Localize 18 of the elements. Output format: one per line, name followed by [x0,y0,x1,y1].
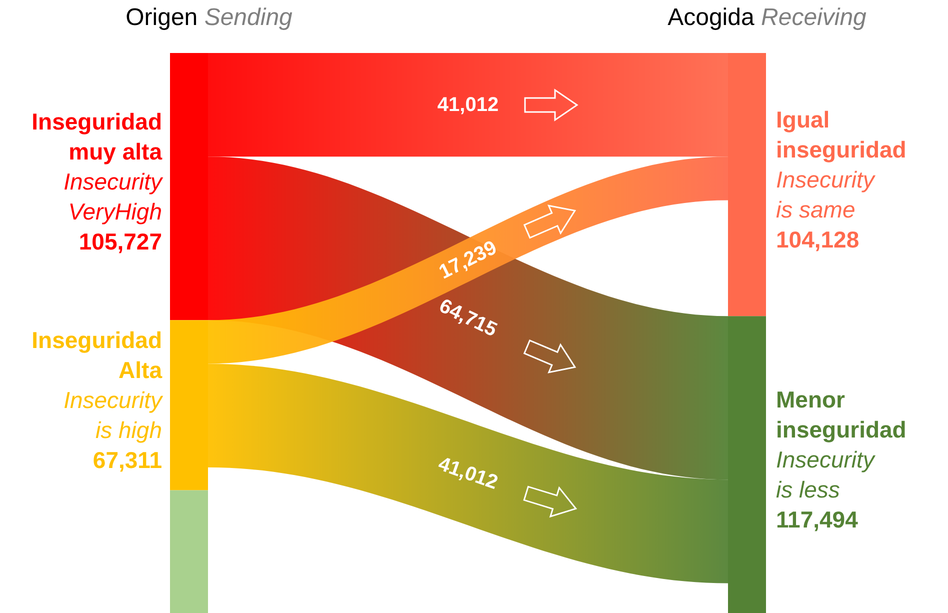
text: Insecurity is same [776,166,874,223]
text: Insecurity is less [776,446,874,503]
category-label: Igual inseguridad [776,106,906,163]
text: Receiving [761,4,866,31]
data-label: 41,012 [435,453,501,494]
text: Acogida [668,4,754,31]
text: Origen [126,4,198,31]
data-label: 105,727 [78,228,162,255]
text: Insecurity VeryHigh [64,168,162,225]
category-label: Inseguridad muy alta [32,108,162,165]
text: Insecurity is high [64,387,162,444]
category-label: Menor inseguridad [776,386,906,443]
data-label: 67,311 [92,447,162,474]
data-label: 117,494 [776,506,858,533]
category-label: Inseguridad Alta [32,327,162,384]
data-label: 104,128 [776,226,860,253]
data-label: 41,012 [437,94,499,116]
text: Sending [204,4,292,31]
